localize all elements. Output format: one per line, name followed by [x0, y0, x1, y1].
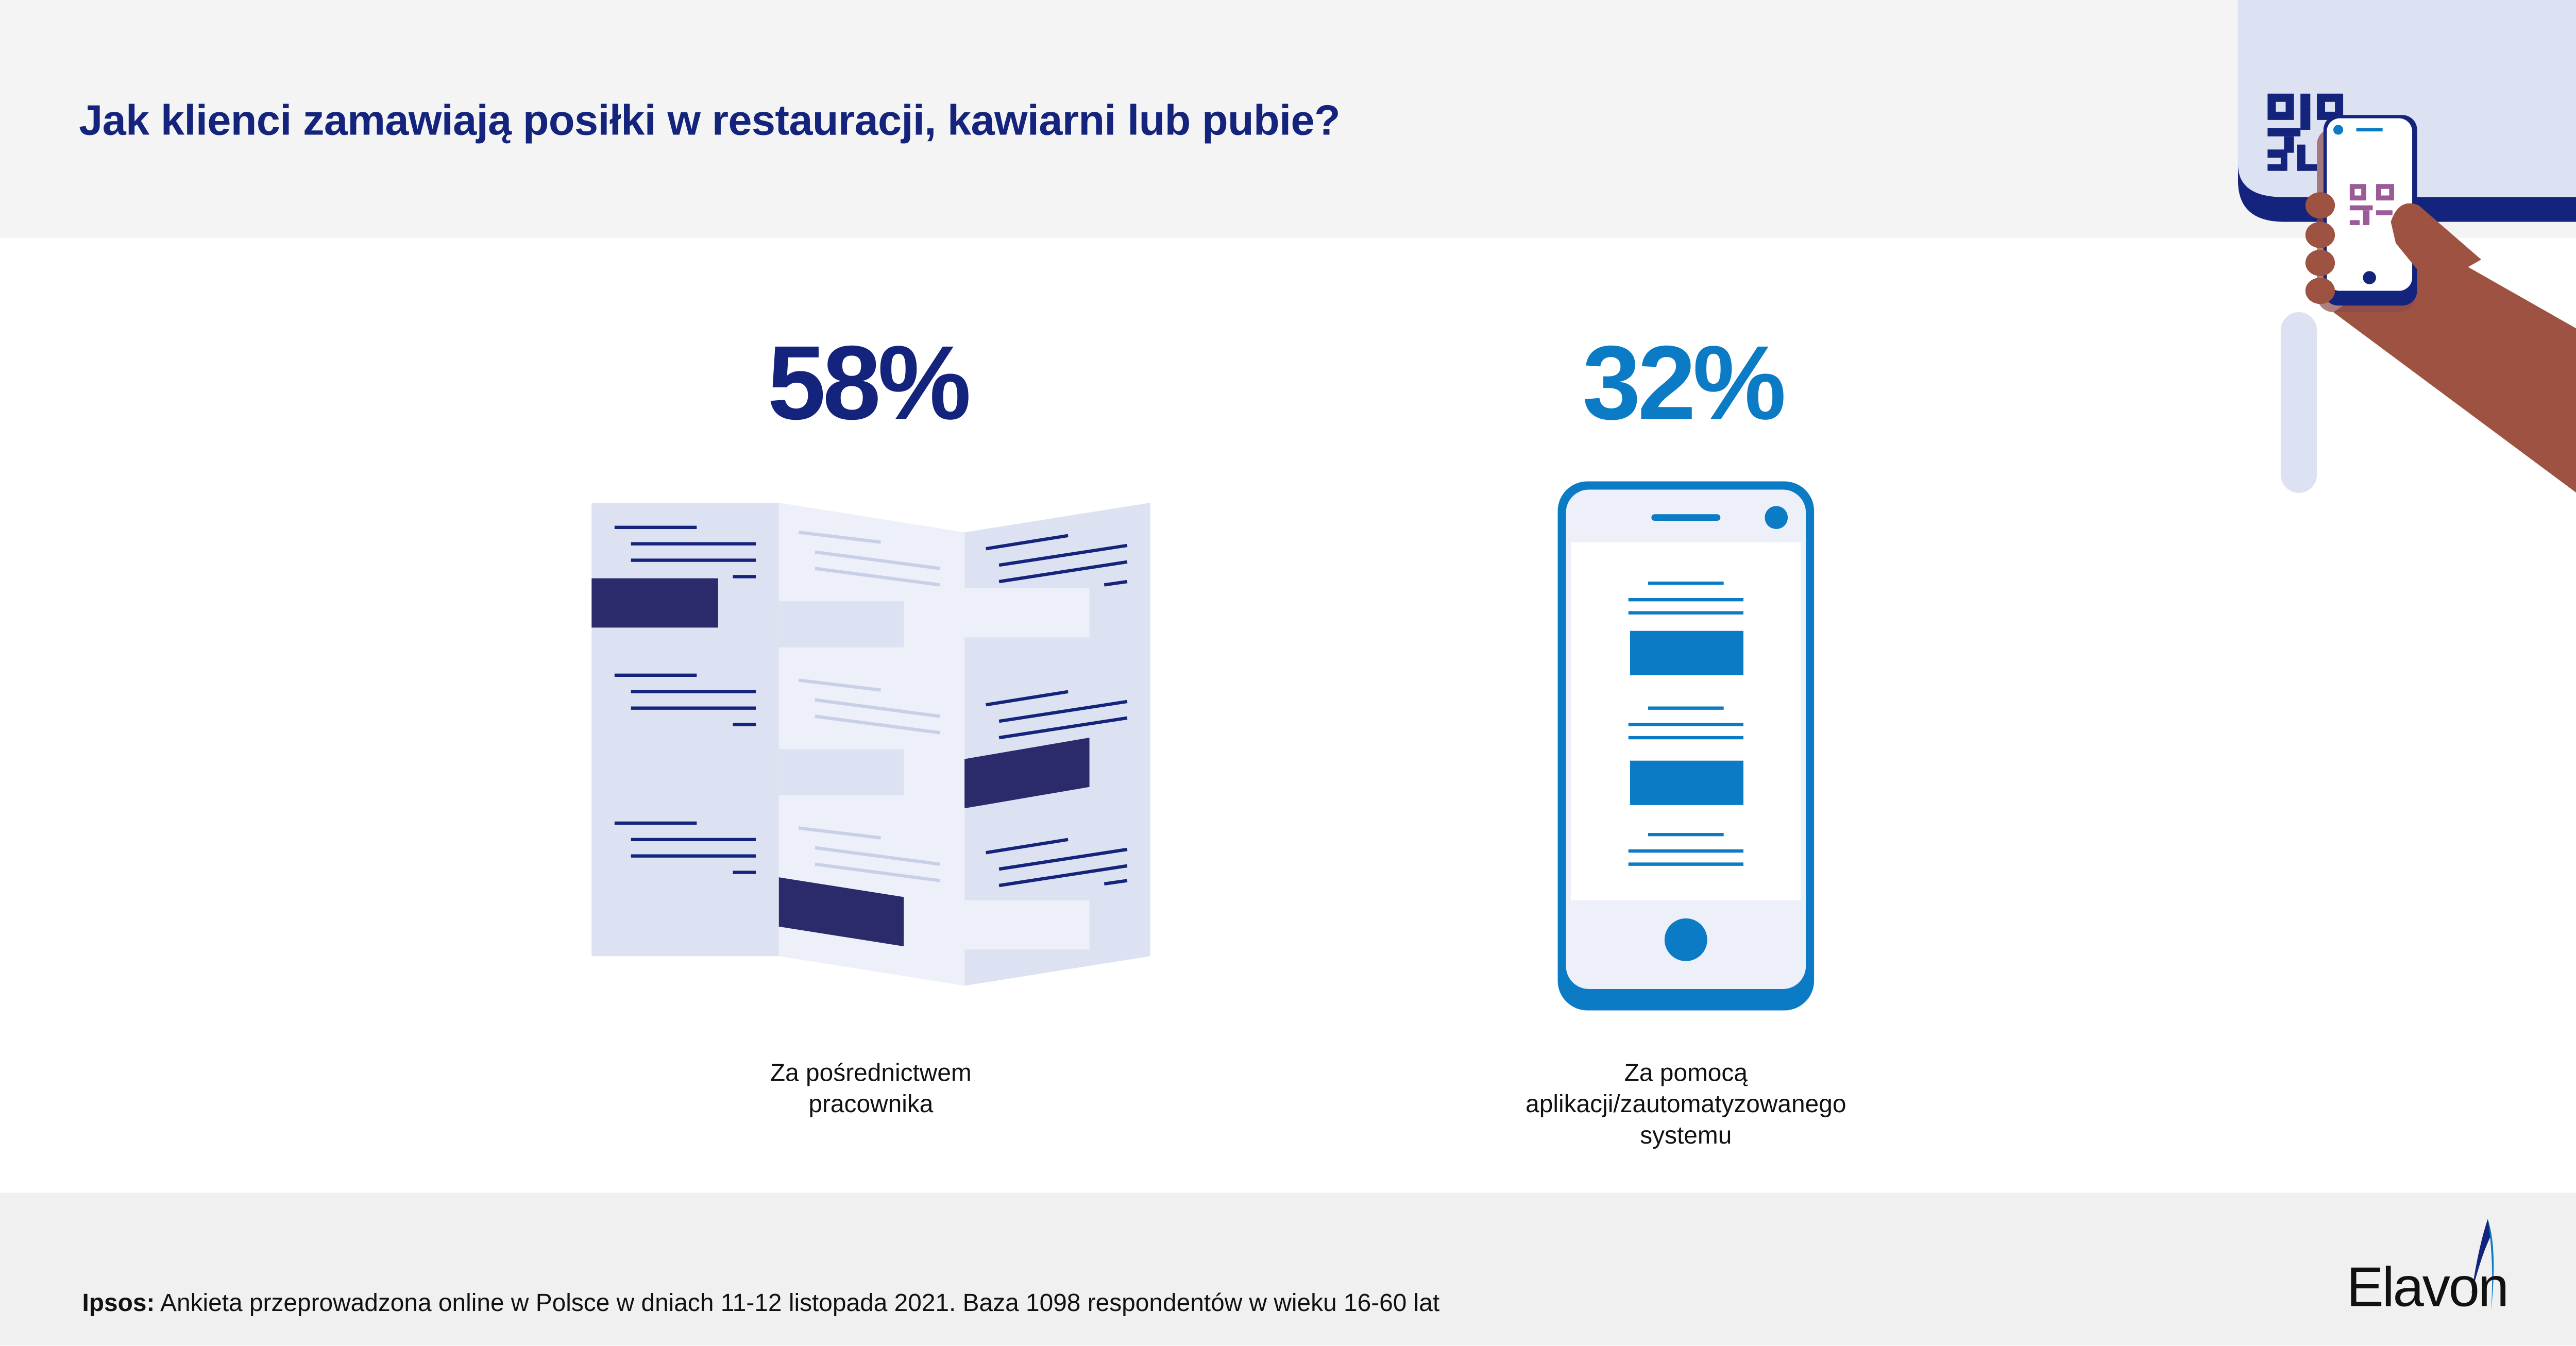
smartphone-app-icon — [1557, 481, 1815, 1011]
elavon-logo: Elavon — [2346, 1216, 2544, 1321]
table-leg — [2280, 312, 2317, 493]
paper-menu-icon — [591, 502, 1150, 986]
label-line: pracownika — [808, 1091, 934, 1119]
header-band — [0, 0, 2576, 238]
source-note: Ipsos: Ankieta przeprowadzona online w P… — [82, 1290, 1439, 1318]
label-line: Za pomocą — [1624, 1060, 1748, 1088]
footer-band — [0, 1192, 2576, 1346]
label-line: aplikacji/zautomatyzowanego — [1526, 1091, 1846, 1119]
stat-value-staff: 58% — [767, 323, 971, 442]
label-line: Za pośrednictwem — [770, 1060, 972, 1088]
fingers — [2305, 192, 2335, 304]
stat-value-app: 32% — [1582, 323, 1786, 442]
phone-screen — [2327, 118, 2413, 291]
stat-label-staff: Za pośrednictwem pracownika — [624, 1058, 1117, 1120]
label-line: systemu — [1640, 1122, 1732, 1150]
stat-label-app: Za pomocą aplikacji/zautomatyzowanego sy… — [1439, 1058, 1933, 1152]
source-text: Ankieta przeprowadzona online w Polsce w… — [155, 1289, 1440, 1318]
qr-code-icon — [2349, 184, 2394, 225]
qr-code-icon — [2267, 93, 2344, 171]
page-title: Jak klienci zamawiają posiłki w restaura… — [79, 95, 1341, 145]
source-label: Ipsos: — [82, 1289, 155, 1318]
thumb — [2391, 203, 2481, 288]
qr-table-illustration — [2238, 0, 2576, 493]
elavon-swoosh-icon — [2471, 1219, 2494, 1311]
elavon-logo-text: Elavon — [2346, 1256, 2509, 1320]
